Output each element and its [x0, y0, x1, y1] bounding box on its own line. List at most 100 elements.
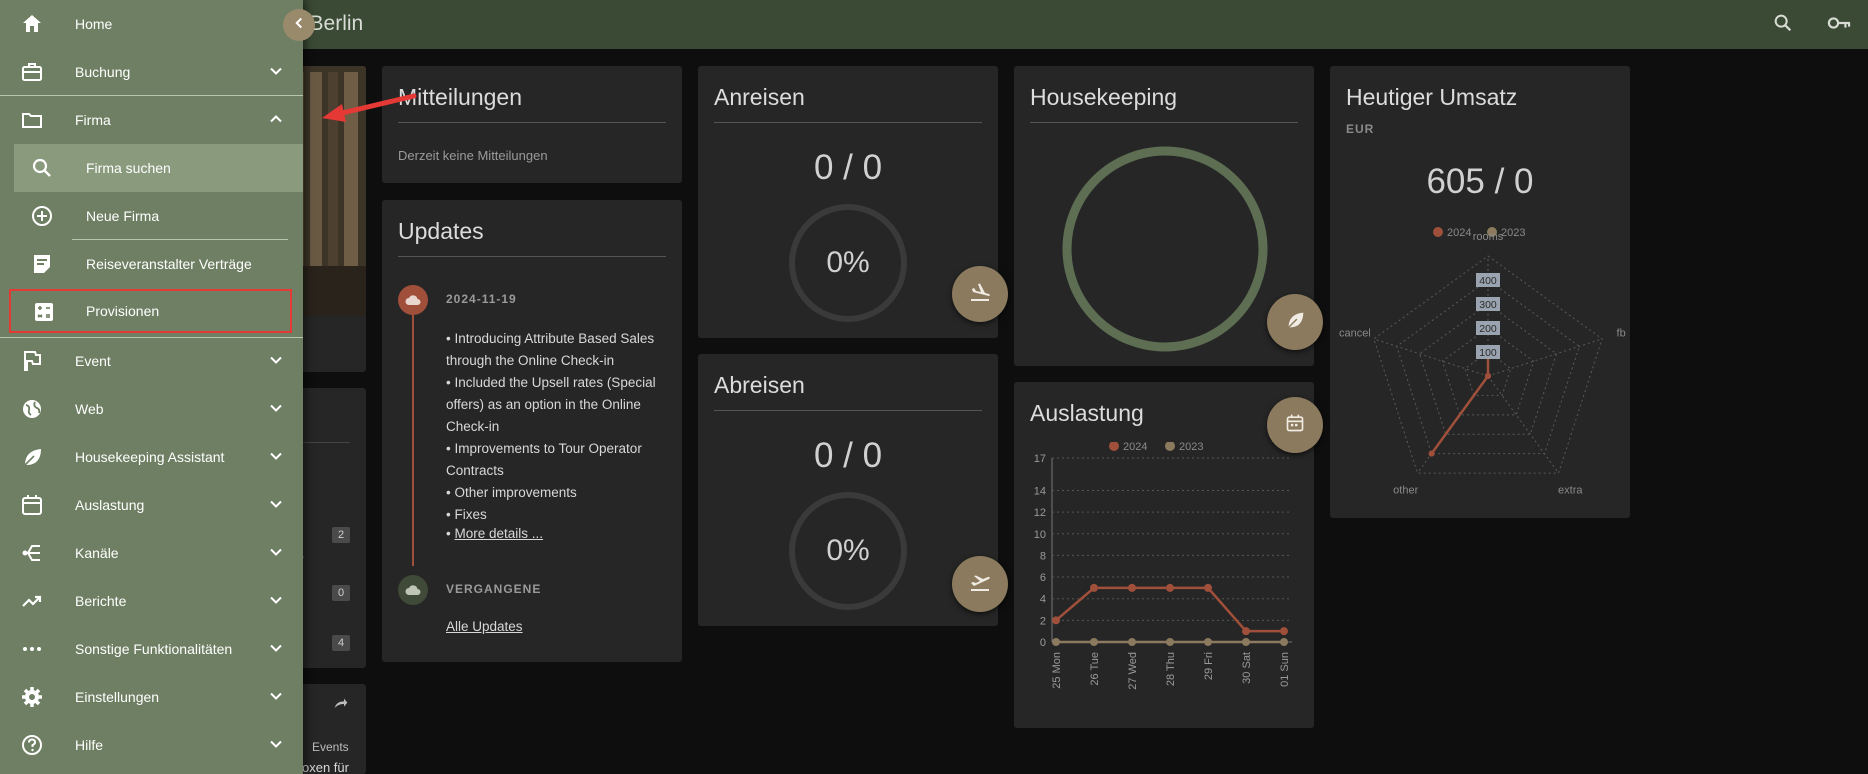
empty-text: Derzeit keine Mitteilungen: [398, 148, 548, 163]
card-rule: [714, 410, 982, 411]
home-icon: [20, 12, 44, 36]
mitteilungen-card: Mitteilungen Derzeit keine Mitteilungen: [382, 66, 682, 183]
departures-ratio: 0 / 0: [813, 436, 883, 475]
flag-icon: [20, 349, 44, 373]
sidebar-item-event[interactable]: Event: [0, 337, 303, 385]
radar-spoke: [1487, 375, 1559, 474]
arrivals-percent: 0%: [826, 246, 870, 279]
radar-point: [1428, 450, 1435, 457]
radar-ring: [1441, 327, 1535, 416]
sidebar-item-firma-suchen[interactable]: Firma suchen: [14, 144, 303, 192]
sidebar-item-label: Housekeeping Assistant: [75, 449, 225, 465]
sidebar-item-auslastung[interactable]: Auslastung: [0, 481, 303, 529]
data-point: [1128, 583, 1136, 592]
radar-tick-label: 300: [1479, 299, 1497, 311]
sidebar-item-label: Provisionen: [86, 303, 160, 319]
sidebar-item-label: Buchung: [75, 64, 131, 80]
sidebar-item-kanaele[interactable]: Kanäle: [0, 529, 303, 577]
legend-dot: [1165, 442, 1175, 451]
housekeeping-button[interactable]: [1267, 294, 1323, 350]
update-line: Contracts: [446, 463, 504, 478]
sidebar-item-label: Home: [75, 16, 113, 32]
sidebar-divider: [0, 337, 303, 338]
sidebar-item-reiseveranstalter-vertraege[interactable]: Reiseveranstalter Verträge: [0, 240, 303, 288]
sidebar-item-hilfe[interactable]: Hilfe: [0, 721, 303, 769]
radar-spoke: [1373, 338, 1489, 377]
flight-takeoff-icon: [968, 570, 992, 599]
data-point: [1090, 583, 1098, 592]
legend-label: 2024: [1123, 442, 1147, 453]
calendar-button[interactable]: [1267, 397, 1323, 453]
flight-takeoff-button[interactable]: [952, 556, 1008, 612]
count-badge: 0: [332, 585, 350, 601]
sidebar-item-firma[interactable]: Firma: [0, 96, 303, 144]
sidebar-item-home[interactable]: Home: [0, 0, 303, 48]
card-title: Anreisen: [714, 84, 805, 110]
document-icon: [30, 252, 54, 276]
legend-dot: [1109, 442, 1119, 451]
update-line: through the Online Check-in: [446, 353, 615, 368]
y-tick-label: 17: [1034, 453, 1046, 465]
series-line: [1055, 586, 1284, 633]
chevron-down-icon: [266, 350, 286, 370]
x-tick-label: 01 Sun: [1279, 652, 1291, 687]
sidebar-item-einstellungen[interactable]: Einstellungen: [0, 673, 303, 721]
key-icon[interactable]: [1826, 12, 1852, 39]
more-details-link[interactable]: More details ...: [454, 526, 544, 541]
arrivals-ring: [789, 204, 907, 322]
abreisen-card: Abreisen 0 / 0 0%: [698, 354, 998, 626]
data-point: [1204, 638, 1212, 646]
sidebar-item-label: Reiseveranstalter Verträge: [86, 256, 252, 272]
sidebar-item-provisionen[interactable]: Provisionen: [9, 289, 292, 333]
collapse-sidebar-button[interactable]: [283, 9, 315, 41]
more-horiz-icon: [20, 637, 44, 661]
departures-ring: [789, 492, 907, 610]
add-circle-icon: [30, 204, 54, 228]
sidebar-item-berichte[interactable]: Berichte: [0, 577, 303, 625]
events-label: Events: [312, 740, 349, 754]
chevron-down-icon: [266, 398, 286, 418]
occupancy-chart: 2024 2023 0 2 4 6 8 10 12 14 17 25 Mon 26 Tue 27 Wed 2…: [1034, 442, 1292, 690]
sidebar-item-buchung[interactable]: Buchung: [0, 48, 303, 96]
chevron-down-icon: [266, 446, 286, 466]
share-icon[interactable]: [332, 696, 348, 717]
sidebar-item-label: Hilfe: [75, 737, 104, 753]
update-line: • Fixes: [446, 507, 487, 522]
sidebar-item-neue-firma[interactable]: Neue Firma: [0, 192, 303, 240]
card-rule: [714, 122, 982, 123]
radar-ring: [1418, 303, 1558, 435]
past-label: VERGANGENE: [446, 582, 542, 596]
chevron-down-icon: [266, 494, 286, 514]
sidebar-item-housekeeping-assistant[interactable]: Housekeeping Assistant: [0, 433, 303, 481]
sidebar-item-label: Web: [75, 401, 104, 417]
timeline-line: [412, 296, 414, 566]
x-tick-label: 30 Sat: [1241, 652, 1253, 684]
sidebar-item-web[interactable]: Web: [0, 385, 303, 433]
x-tick-label: 27 Wed: [1127, 652, 1139, 690]
flight-land-button[interactable]: [952, 266, 1008, 322]
data-point: [1166, 638, 1174, 646]
radar-tick-label: 200: [1479, 323, 1497, 335]
card-title: Mitteilungen: [398, 84, 523, 110]
sidebar-divider: [0, 95, 303, 96]
chevron-down-icon: [266, 61, 286, 81]
sidebar-item-label: Einstellungen: [75, 689, 160, 705]
update-line: • Introducing Attribute Based Sales: [446, 331, 655, 346]
y-tick-label: 12: [1034, 507, 1046, 519]
sidebar-item-sonstige[interactable]: Sonstige Funktionalitäten: [0, 625, 303, 673]
currency-label: EUR: [1346, 122, 1375, 136]
globe-icon: [20, 397, 44, 421]
x-tick-label: 28 Thu: [1165, 652, 1177, 686]
legend-label: 2024: [1447, 227, 1471, 239]
card-title: Heutiger Umsatz: [1346, 84, 1518, 110]
search-icon[interactable]: [1772, 12, 1794, 39]
events-snippet: oxen für: [302, 760, 349, 774]
arrivals-ratio: 0 / 0: [813, 148, 883, 187]
chevron-down-icon: [266, 734, 286, 754]
card-title: Abreisen: [714, 372, 805, 398]
gear-icon: [20, 685, 44, 709]
x-tick-label: 29 Fri: [1203, 652, 1215, 680]
annotation-arrow: [322, 93, 417, 122]
anreisen-card: Anreisen 0 / 0 0%: [698, 66, 998, 338]
all-updates-link[interactable]: Alle Updates: [446, 619, 523, 634]
